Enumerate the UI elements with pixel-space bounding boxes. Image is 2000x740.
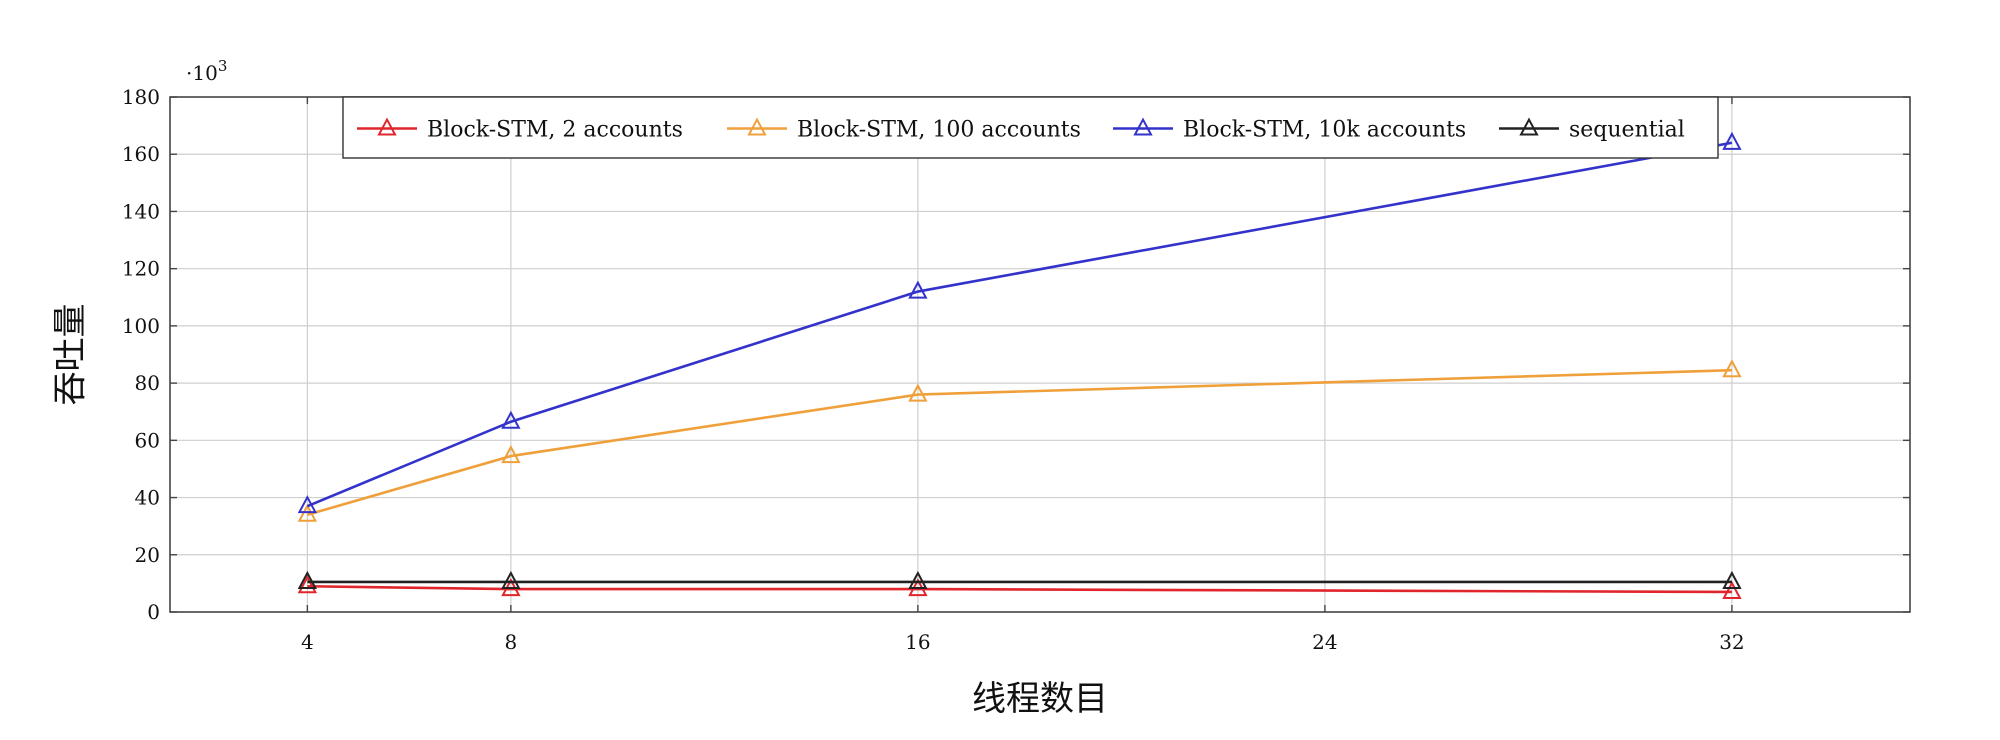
data-point bbox=[1722, 359, 1742, 378]
series-line bbox=[307, 368, 1732, 516]
y-tick-label: 80 bbox=[135, 371, 160, 395]
series-3 bbox=[297, 570, 1742, 590]
data-point bbox=[908, 280, 928, 299]
x-axis-title: 线程数目 bbox=[972, 679, 1108, 719]
data-point bbox=[501, 445, 521, 464]
legend-marker bbox=[377, 117, 397, 136]
legend-label: sequential bbox=[1569, 118, 1685, 143]
y-tick-label: 100 bbox=[122, 314, 160, 338]
legend-box bbox=[342, 96, 1719, 159]
data-point bbox=[297, 575, 318, 594]
legend-marker bbox=[747, 117, 767, 136]
y-axis-multiplier: ·103 bbox=[186, 57, 227, 85]
x-tick-label: 24 bbox=[1312, 630, 1337, 654]
y-tick-label: 140 bbox=[122, 199, 160, 223]
y-tick-label: 40 bbox=[135, 486, 160, 510]
legend-label: Block-STM, 100 accounts bbox=[797, 118, 1081, 143]
series-2 bbox=[297, 131, 1742, 514]
data-point bbox=[908, 570, 928, 590]
y-tick-label: 120 bbox=[122, 257, 160, 281]
x-tick-label: 16 bbox=[905, 630, 930, 654]
data-point bbox=[501, 410, 521, 429]
series-line bbox=[306, 141, 1733, 508]
plot-frame bbox=[169, 96, 1911, 613]
data-point bbox=[501, 570, 521, 590]
data-point bbox=[297, 503, 318, 522]
series-1 bbox=[297, 359, 1742, 522]
y-axis: 0 20 40 60 80 100 120 140 160 180 bbox=[122, 85, 1910, 624]
legend-marker bbox=[1133, 117, 1153, 136]
y-tick-label: 60 bbox=[135, 428, 160, 452]
legend-label: Block-STM, 2 accounts bbox=[427, 118, 683, 143]
x-tick-label: 32 bbox=[1719, 630, 1744, 654]
data-point bbox=[297, 570, 318, 590]
y-tick-label: 0 bbox=[147, 600, 160, 624]
legend-marker bbox=[1519, 117, 1539, 136]
x-axis: 4 8 16 24 32 bbox=[301, 97, 1745, 654]
data-point bbox=[1722, 570, 1742, 590]
data-point bbox=[297, 495, 318, 514]
x-tick-label: 8 bbox=[505, 630, 518, 654]
series-line bbox=[307, 584, 1732, 594]
data-point bbox=[1722, 580, 1742, 600]
legend-label: Block-STM, 10k accounts bbox=[1183, 118, 1466, 143]
y-tick-label: 20 bbox=[135, 543, 160, 567]
data-point bbox=[908, 383, 928, 402]
x-tick-label: 4 bbox=[301, 630, 314, 654]
legend: Block-STM, 2 accounts Block-STM, 100 acco… bbox=[342, 96, 1719, 159]
grid bbox=[170, 97, 1910, 612]
series-group bbox=[297, 131, 1742, 600]
y-tick-label: 180 bbox=[122, 85, 160, 109]
y-tick-label: 160 bbox=[122, 142, 160, 166]
data-point bbox=[1722, 131, 1742, 150]
y-axis-title: 吞吐量 bbox=[51, 304, 91, 406]
